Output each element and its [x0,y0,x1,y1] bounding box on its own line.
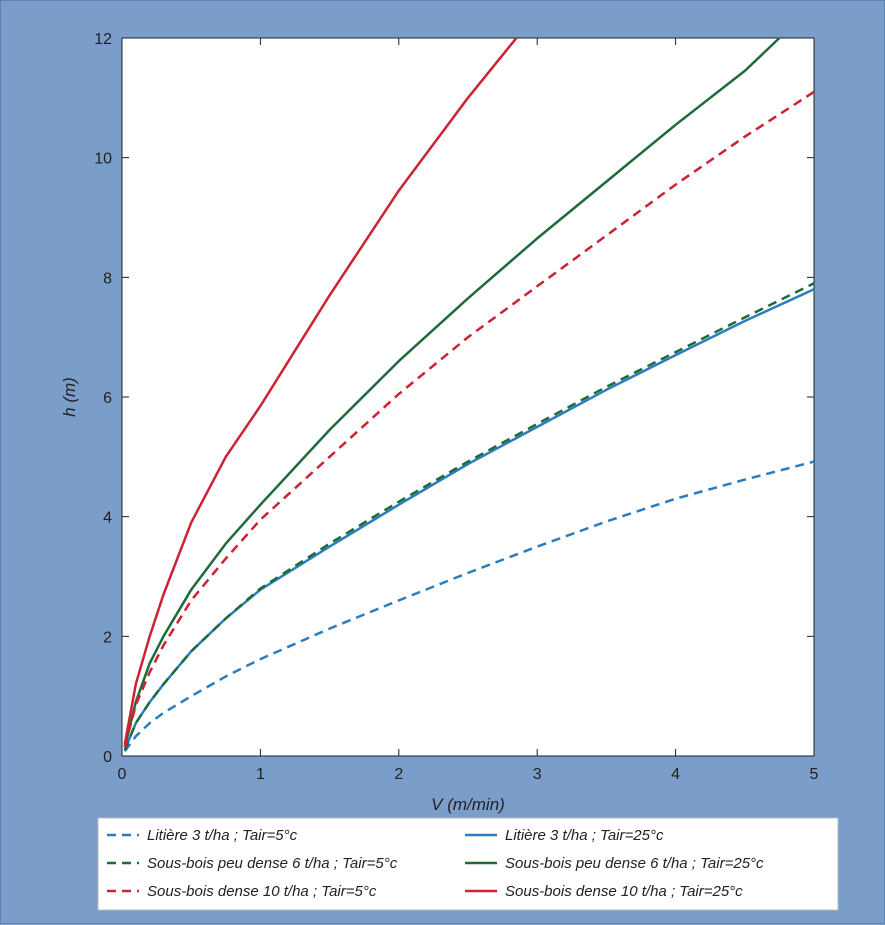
y-tick-label: 10 [94,151,112,168]
x-tick-label: 4 [671,766,680,783]
y-axis-label: h (m) [60,377,79,417]
series-line-6 [123,37,518,745]
y-tick-label: 2 [103,629,112,646]
legend-label-2: Litière 3 t/ha ; Tair=25°c [505,827,664,844]
legend-label-1: Litière 3 t/ha ; Tair=5°c [147,827,298,844]
series-line-3 [123,282,815,751]
y-tick-label: 0 [103,749,112,766]
y-tick-label: 8 [103,270,112,287]
series-line-4 [123,37,781,748]
legend-label-6: Sous-bois dense 10 t/ha ; Tair=25°c [505,883,743,900]
y-tick-label: 12 [94,31,112,48]
x-tick-label: 5 [810,766,819,783]
x-tick-label: 2 [394,766,403,783]
y-tick-label: 6 [103,390,112,407]
x-axis-label: V (m/min) [431,795,505,814]
legend-label-3: Sous-bois peu dense 6 t/ha ; Tair=5°c [147,855,398,872]
x-tick-label: 3 [533,766,542,783]
x-tick-label: 1 [256,766,265,783]
legend-label-4: Sous-bois peu dense 6 t/ha ; Tair=25°c [505,855,764,872]
legend-label-5: Sous-bois dense 10 t/ha ; Tair=5°c [147,883,377,900]
x-tick-label: 0 [118,766,127,783]
legend: Litière 3 t/ha ; Tair=5°c Litière 3 t/ha … [107,827,764,900]
series-layer [123,37,815,752]
plot-area [121,37,815,757]
y-tick-label: 4 [103,510,112,527]
series-line-5 [123,90,815,748]
series-line-1 [123,460,815,752]
